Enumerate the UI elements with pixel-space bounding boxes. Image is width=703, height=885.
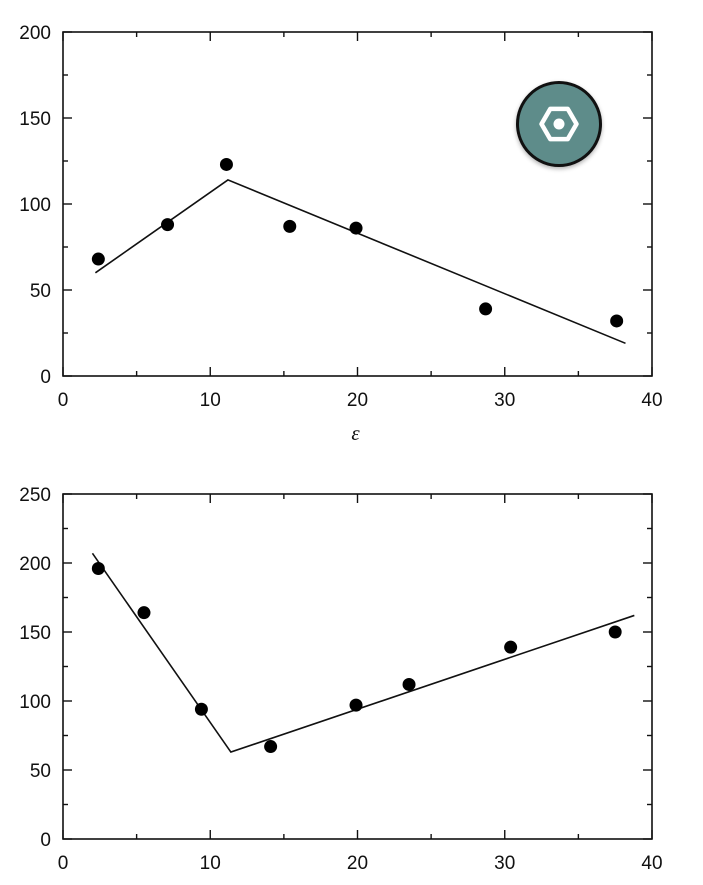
data-point <box>349 698 363 712</box>
y-tick-label: 150 <box>19 623 51 644</box>
data-point <box>91 252 105 266</box>
y-tick-label: 200 <box>19 23 51 44</box>
x-tick-label: 40 <box>641 853 662 874</box>
data-point <box>349 221 363 235</box>
data-point <box>137 606 151 620</box>
fit-line <box>94 179 626 345</box>
data-point <box>610 314 624 328</box>
data-point <box>479 302 493 316</box>
data-point <box>402 677 416 691</box>
x-tick-label: 20 <box>347 853 368 874</box>
y-tick-label: 50 <box>30 281 51 302</box>
hexagon-icon <box>539 106 579 142</box>
data-point <box>608 625 622 639</box>
x-tick-label: 0 <box>58 853 69 874</box>
x-tick-label: 10 <box>200 853 221 874</box>
data-point <box>161 218 175 232</box>
data-point <box>194 702 208 716</box>
data-point <box>504 640 518 654</box>
x-tick-label: 20 <box>347 390 368 411</box>
y-tick-label: 0 <box>40 367 51 388</box>
fit-line <box>91 552 635 754</box>
y-tick-label: 150 <box>19 109 51 130</box>
y-tick-label: 250 <box>19 485 51 506</box>
x-tick-label: 30 <box>494 853 515 874</box>
x-tick-label: 40 <box>641 390 662 411</box>
data-point <box>219 157 233 171</box>
data-point <box>283 219 297 233</box>
y-tick-label: 100 <box>19 195 51 216</box>
y-tick-label: 0 <box>40 830 51 851</box>
x-axis-title: ε <box>351 421 360 445</box>
badge-button[interactable] <box>516 81 602 167</box>
x-tick-label: 0 <box>58 390 69 411</box>
plot-frame <box>62 493 653 840</box>
bottom-chart: 0 10 20 30 40 0 50 100 150 200 250 <box>19 485 662 874</box>
x-tick-label: 10 <box>200 390 221 411</box>
y-tick-label: 200 <box>19 554 51 575</box>
data-point <box>91 562 105 576</box>
y-tick-label: 100 <box>19 692 51 713</box>
data-point <box>264 740 278 754</box>
y-tick-label: 50 <box>30 761 51 782</box>
top-chart: 0 10 20 30 40 0 50 100 150 200 ε <box>19 23 662 445</box>
x-tick-label: 30 <box>494 390 515 411</box>
